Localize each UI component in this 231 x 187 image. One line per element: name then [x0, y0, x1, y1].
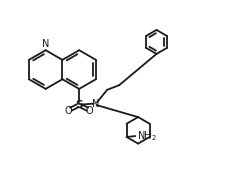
- Text: NH$_2$: NH$_2$: [137, 129, 156, 143]
- Text: N: N: [42, 39, 49, 49]
- Text: O: O: [64, 106, 72, 116]
- Text: O: O: [85, 106, 93, 116]
- Text: N: N: [92, 99, 99, 109]
- Text: S: S: [75, 99, 82, 110]
